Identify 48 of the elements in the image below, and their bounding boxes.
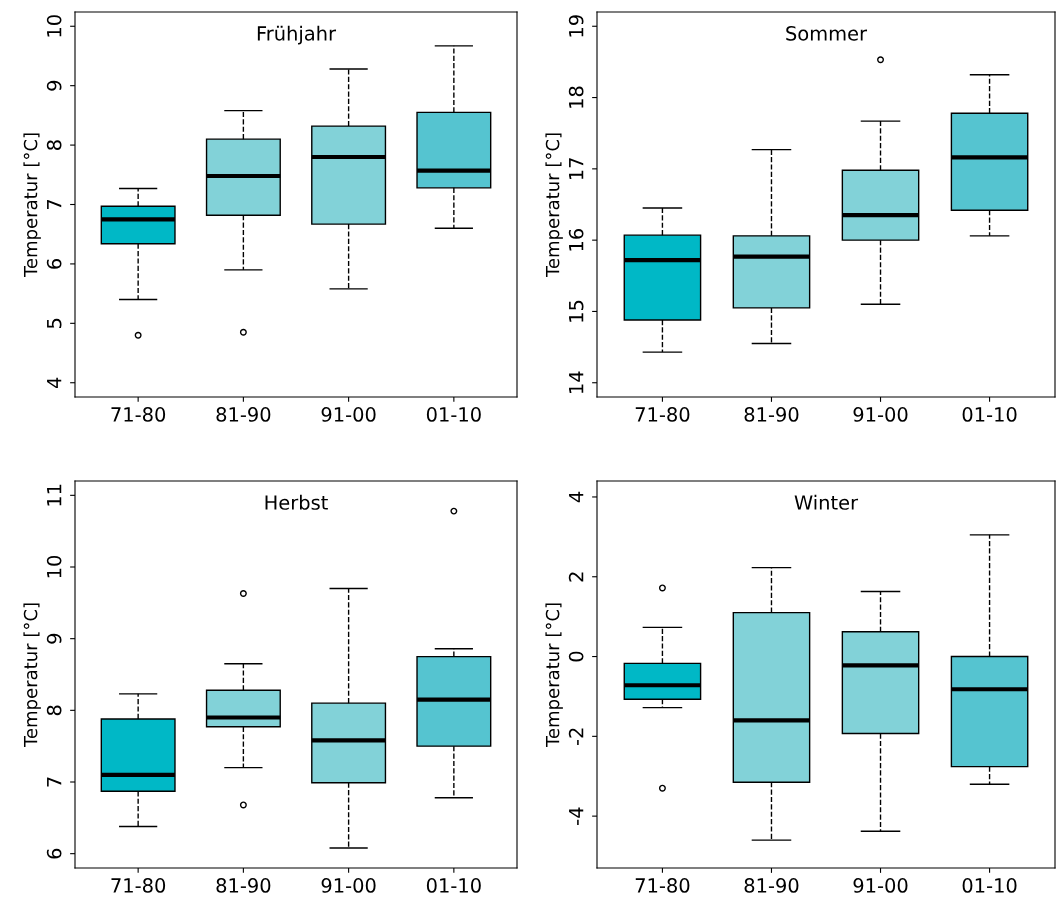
y-tick-label: 10 [46,15,62,37]
y-tick-label: 8 [46,705,62,716]
y-tick-label: 9 [46,80,62,91]
text: Winter [794,494,859,510]
y-tick-label: 4 [47,377,62,388]
y-tick-label: 7 [47,777,62,787]
y-tick-label: -4 [569,807,584,825]
y-tick-label: 14 [569,371,584,393]
x-tick-label: 91-00 [853,878,908,893]
x-tick-label: 01-10 [426,878,481,893]
x-tick-label: 01-10 [426,407,481,422]
y-axis-title: Temperatur [°C] [23,133,41,278]
y-tick-label: 2 [568,572,584,582]
y-tick-label: 0 [568,651,584,662]
y-tick-label: 16 [568,229,584,251]
y-tick-label: 19 [568,15,584,37]
x-tick-label: 81-90 [744,407,799,422]
x-tick-label: 71-80 [635,878,690,893]
text: Sommer [786,26,868,41]
x-tick-label: 71-80 [635,407,690,422]
x-tick-label: 01-10 [962,407,1017,422]
x-tick-label: 81-90 [216,407,271,422]
x-tick-label: 71-80 [111,407,166,422]
text: Frühjahr [257,25,337,45]
text: Herbst [265,494,328,510]
y-tick-label: 11 [47,484,62,506]
x-tick-label: 81-90 [216,878,271,893]
x-tick-label: 71-80 [111,878,166,893]
y-tick-label: 6 [46,258,62,269]
y-tick-label: 15 [569,300,584,322]
y-tick-label: 9 [46,633,62,644]
y-tick-label: 18 [568,86,584,108]
y-tick-label: 8 [46,140,62,150]
y-axis-title: Temperatur [°C] [545,603,563,748]
y-tick-label: 10 [46,555,62,578]
y-tick-label: 4 [569,491,584,503]
x-tick-label: 91-00 [853,407,908,422]
x-tick-label: 91-00 [321,407,376,422]
y-tick-label: 5 [47,318,62,329]
y-tick-label: -2 [568,728,584,746]
y-tick-label: 17 [569,158,584,180]
y-axis-title: Temperatur [°C] [545,133,563,278]
y-tick-label: 7 [47,199,62,210]
x-tick-label: 81-90 [744,878,799,893]
y-tick-label: 6 [46,848,62,859]
x-tick-label: 01-10 [962,878,1017,893]
x-tick-label: 91-00 [321,878,376,893]
y-axis-title: Temperatur [°C] [23,603,41,748]
